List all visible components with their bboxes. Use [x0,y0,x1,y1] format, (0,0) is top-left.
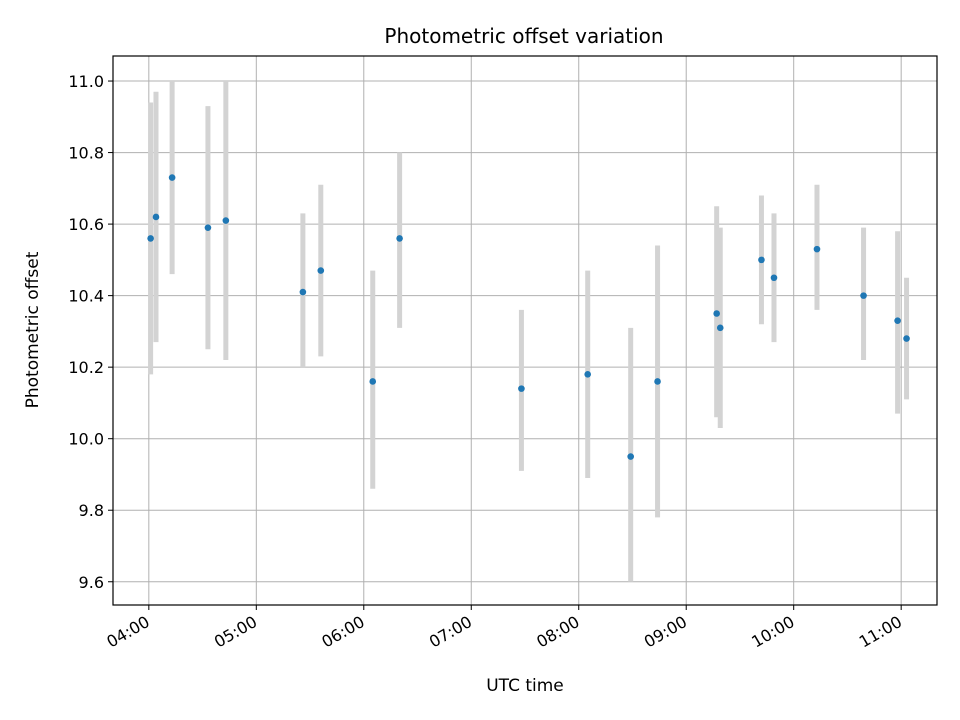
error-bars [148,81,910,582]
x-tick-label: 04:00 [103,612,152,652]
x-tick-label: 06:00 [318,612,367,652]
chart-title: Photometric offset variation [384,24,663,48]
data-point [627,453,634,460]
data-point [369,378,377,385]
y-tick-label: 10.8 [68,144,104,163]
data-point [222,217,230,224]
data-point [584,371,591,378]
y-axis-title: Photometric offset [23,251,43,408]
x-tick-label: 08:00 [533,612,582,652]
data-point [813,245,821,253]
data-point [152,213,160,221]
data-point [168,174,176,181]
data-point [654,378,661,385]
x-tick-label: 11:00 [856,612,905,652]
plot-area-frame [112,55,938,606]
x-axis-title: UTC time [486,676,564,696]
y-axis: 9.6 9.8 10.0 10.2 10.4 10.6 10.8 11.0 [68,72,113,592]
data-points [147,174,910,460]
y-tick-label: 10.0 [68,430,104,449]
data-point [770,274,778,282]
y-tick-label: 10.4 [68,287,104,306]
data-point [758,256,765,264]
data-point [317,267,325,274]
y-tick-label: 10.2 [68,358,104,377]
data-point [860,292,867,299]
x-tick-label: 07:00 [426,612,475,652]
data-point [147,235,154,242]
y-tick-label: 11.0 [68,72,104,91]
data-point [713,310,720,317]
data-point [396,235,403,242]
data-point [299,288,307,296]
y-tick-label: 10.6 [68,215,104,234]
data-point [204,224,212,231]
y-tick-label: 9.8 [79,501,104,520]
data-point [518,385,525,392]
grid [113,56,937,605]
x-tick-label: 10:00 [748,612,797,652]
x-axis: 04:00 05:00 06:00 07:00 08:00 09:00 10:00 11:00 [103,605,905,652]
data-point [894,317,901,324]
x-tick-label: 05:00 [211,612,260,652]
data-point [903,335,910,342]
x-tick-label: 09:00 [641,612,690,652]
y-tick-label: 9.6 [79,573,104,592]
data-point [716,324,724,332]
